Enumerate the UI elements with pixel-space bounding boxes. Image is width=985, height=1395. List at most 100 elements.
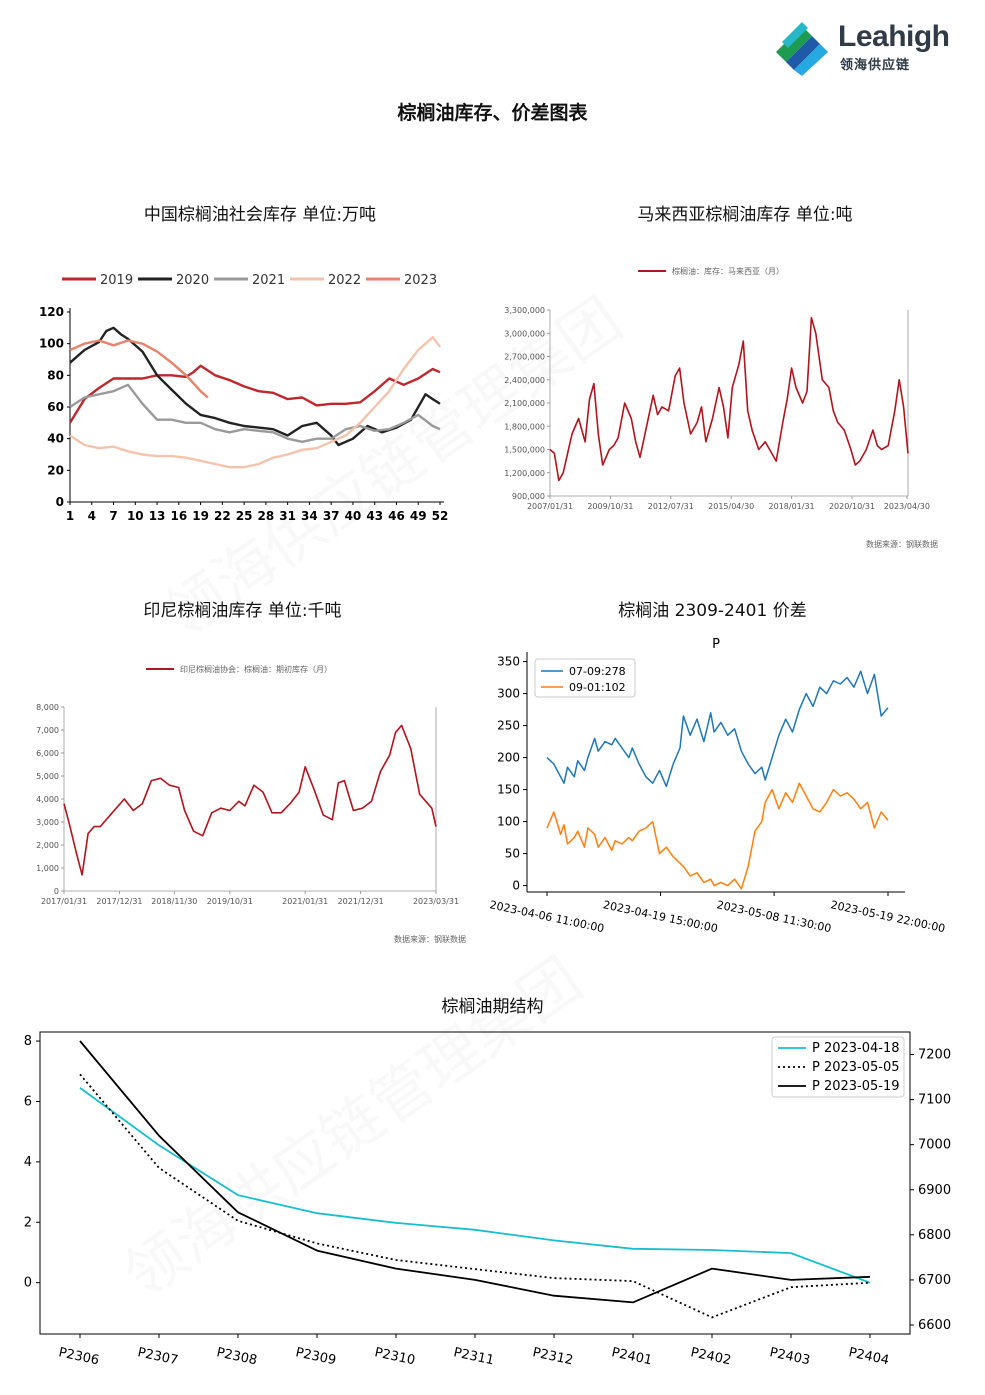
y-tick-label: 8,000 bbox=[36, 703, 59, 712]
series-line-2023 bbox=[69, 339, 209, 399]
y-right-tick-label: 6600 bbox=[918, 1318, 951, 1333]
data-source: 数据来源：钢联数据 bbox=[866, 539, 938, 549]
page-title: 棕榈油库存、价差图表 bbox=[397, 102, 588, 124]
y-tick-label: 3,000,000 bbox=[504, 329, 545, 338]
x-tick-label: 2020/10/31 bbox=[829, 502, 875, 511]
spread-chart-title: 棕榈油 2309-2401 价差 bbox=[618, 601, 807, 621]
x-tick-label: P2403 bbox=[768, 1345, 811, 1368]
y-right-tick-label: 7200 bbox=[918, 1048, 951, 1063]
legend-label: 印尼棕榈油协会：棕榈油：期初库存（月） bbox=[180, 664, 332, 674]
indonesia-chart-title: 印尼棕榈油库存 单位:千吨 bbox=[143, 601, 342, 621]
y-tick-label: 20 bbox=[47, 463, 64, 477]
x-tick-label: 2023/04/30 bbox=[884, 502, 930, 511]
y-tick-label: 150 bbox=[497, 783, 520, 797]
x-tick-label: P2404 bbox=[847, 1345, 890, 1368]
legend-box bbox=[771, 1036, 905, 1098]
series-line-2021 bbox=[69, 383, 441, 444]
x-tick-label: 1 bbox=[66, 509, 74, 523]
x-tick-label: 4 bbox=[88, 509, 96, 523]
legend-label: 2021 bbox=[252, 273, 285, 288]
x-tick-label: 19 bbox=[192, 509, 209, 523]
y-tick-label: 40 bbox=[47, 432, 64, 446]
x-tick-label: 2018/11/30 bbox=[151, 897, 197, 906]
legend-label: P 2023-05-05 bbox=[812, 1060, 900, 1075]
series-line-P 2023-04-18 bbox=[79, 1087, 871, 1284]
x-tick-label: 2023/03/31 bbox=[413, 897, 459, 906]
series-line-07-09:278 bbox=[546, 670, 889, 788]
legend-label: 2020 bbox=[176, 273, 209, 288]
x-tick-label: P2309 bbox=[294, 1345, 337, 1368]
x-tick-label: 2012/07/31 bbox=[648, 502, 694, 511]
y-tick-label: 200 bbox=[497, 751, 520, 765]
y-tick-label: 3,300,000 bbox=[504, 306, 545, 315]
x-tick-label: 2019/10/31 bbox=[207, 897, 253, 906]
y-right-tick-label: 7100 bbox=[918, 1093, 951, 1108]
x-tick-label: 2023-04-19 15:00:00 bbox=[602, 898, 719, 935]
y-tick-label: 80 bbox=[47, 368, 64, 382]
x-tick-label: 28 bbox=[258, 509, 275, 523]
legend-label: P 2023-05-19 bbox=[812, 1079, 900, 1094]
x-tick-label: 49 bbox=[410, 509, 427, 523]
y-tick-label: 5,000 bbox=[36, 772, 59, 781]
y-tick-label: 1,000 bbox=[36, 864, 59, 873]
x-tick-label: 2021/12/31 bbox=[338, 897, 384, 906]
series-line-2019 bbox=[68, 364, 441, 424]
logo-name: Leahigh bbox=[838, 20, 950, 53]
indonesia-inventory-chart: 印尼棕榈油协会：棕榈油：期初库存（月） 0 1,000 2,000 3,000 4,000… bbox=[36, 664, 466, 944]
x-tick-label: P2311 bbox=[452, 1345, 495, 1368]
y-tick-label: 1,500,000 bbox=[504, 446, 545, 455]
legend-label: 07-09:278 bbox=[569, 665, 626, 678]
x-tick-label: P2310 bbox=[373, 1345, 416, 1368]
y-tick-label: 6,000 bbox=[36, 749, 59, 758]
x-tick-label: 2009/10/31 bbox=[587, 502, 633, 511]
y-tick-label: 100 bbox=[497, 815, 520, 829]
y-tick-label: 7,000 bbox=[36, 726, 59, 735]
x-tick-label: 2007/01/31 bbox=[527, 502, 573, 511]
series-line bbox=[63, 724, 437, 876]
series-line-09-01:102 bbox=[546, 782, 889, 890]
x-tick-label: 2021/01/31 bbox=[282, 897, 328, 906]
x-tick-label: 22 bbox=[214, 509, 231, 523]
x-tick-label: 2015/04/30 bbox=[708, 502, 754, 511]
malaysia-chart-title: 马来西亚棕榈油库存 单位:吨 bbox=[637, 205, 853, 225]
x-tick-label: 37 bbox=[323, 509, 340, 523]
x-tick-label: 7 bbox=[109, 509, 117, 523]
x-tick-label: 13 bbox=[149, 509, 166, 523]
y-tick-label: 250 bbox=[497, 719, 520, 733]
y-tick-label: 2,100,000 bbox=[504, 399, 545, 408]
x-tick-label: 34 bbox=[301, 509, 318, 523]
x-tick-label: P2307 bbox=[136, 1345, 179, 1368]
x-tick-label: 2023-05-08 11:30:00 bbox=[715, 898, 832, 935]
y-tick-label: 1,200,000 bbox=[504, 469, 545, 478]
y-left-tick-label: 2 bbox=[24, 1215, 32, 1230]
y-tick-label: 4,000 bbox=[36, 795, 59, 804]
series-line-P 2023-05-19 bbox=[79, 1040, 871, 1304]
spread-subtitle: P bbox=[712, 637, 720, 652]
structure-chart-title: 棕榈油期结构 bbox=[441, 997, 544, 1017]
y-tick-label: 120 bbox=[39, 305, 64, 319]
x-tick-label: 2017/01/31 bbox=[41, 897, 87, 906]
x-tick-label: P2306 bbox=[57, 1345, 100, 1368]
y-tick-label: 300 bbox=[497, 687, 520, 701]
china-chart-title: 中国棕榈油社会库存 单位:万吨 bbox=[143, 205, 377, 225]
y-left-tick-label: 6 bbox=[24, 1094, 32, 1109]
y-right-tick-label: 6700 bbox=[918, 1273, 951, 1288]
x-tick-label: 31 bbox=[279, 509, 296, 523]
y-tick-label: 60 bbox=[47, 400, 64, 414]
legend-label: P 2023-04-18 bbox=[812, 1041, 900, 1056]
legend-label: 棕榈油：库存：马来西亚（月） bbox=[672, 266, 784, 276]
y-right-tick-label: 6900 bbox=[918, 1183, 951, 1198]
y-tick-label: 100 bbox=[39, 337, 64, 351]
y-tick-label: 900,000 bbox=[512, 492, 545, 501]
spread-chart: P 0 50 100 150 200 250 300 350 2023-04-06 11:00:0… bbox=[488, 637, 946, 935]
x-tick-label: 2018/01/31 bbox=[769, 502, 815, 511]
data-source: 数据来源：钢联数据 bbox=[394, 934, 466, 944]
x-tick-label: P2312 bbox=[531, 1345, 574, 1368]
x-tick-label: 52 bbox=[432, 509, 449, 523]
y-left-tick-label: 8 bbox=[24, 1034, 32, 1049]
x-tick-label: 43 bbox=[366, 509, 383, 523]
x-tick-label: 10 bbox=[127, 509, 144, 523]
y-tick-label: 0 bbox=[54, 887, 59, 896]
y-left-tick-label: 0 bbox=[24, 1276, 32, 1291]
legend-label: 2023 bbox=[404, 273, 437, 288]
